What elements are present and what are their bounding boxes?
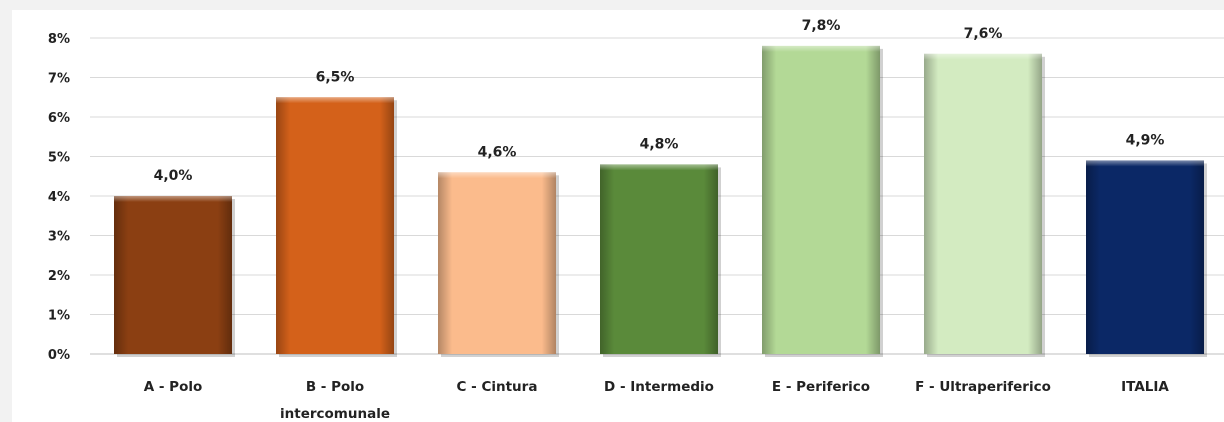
bar-top-highlight — [438, 172, 556, 179]
category-label: E - Periferico — [772, 379, 870, 395]
x-axis-categories: A - Polo B - Polo intercomunale C - Cintura… — [144, 379, 1170, 422]
category-label: D - Intermedio — [604, 379, 714, 395]
bar-top-highlight — [1086, 160, 1204, 167]
bar-bevel — [1086, 160, 1204, 354]
data-label: 4,6% — [478, 144, 517, 160]
category-label-line: E - Periferico — [772, 379, 870, 395]
bar-top-highlight — [114, 196, 232, 202]
bar-bevel — [114, 196, 232, 354]
category-label: F - Ultraperiferico — [915, 379, 1051, 395]
bar-chart: 0% 1% 2% 3% 4% 5% 6% 7% 8% 4,0% 6,5% 4,6% 4,8% 7,8% 7… — [48, 18, 1224, 422]
y-axis-ticks: 0% 1% 2% 3% 4% 5% 6% 7% 8% — [48, 32, 70, 363]
bar-bevel — [600, 164, 718, 354]
y-tick-label: 6% — [48, 111, 70, 126]
y-tick-label: 5% — [48, 151, 70, 166]
y-tick-label: 2% — [48, 269, 70, 284]
bar-top-highlight — [762, 45, 880, 52]
y-tick-label: 3% — [48, 230, 70, 245]
bar-top-highlight — [924, 53, 1042, 60]
category-label-line: ITALIA — [1121, 379, 1169, 395]
bar — [600, 164, 721, 357]
bar-bevel — [276, 97, 394, 354]
category-label: A - Polo — [144, 379, 203, 395]
data-labels: 4,0% 6,5% 4,6% 4,8% 7,8% 7,6% 4,9% — [154, 18, 1165, 184]
category-label-line: F - Ultraperiferico — [915, 379, 1051, 395]
bar-bevel — [762, 45, 880, 355]
bar — [276, 97, 397, 357]
category-label-line: C - Cintura — [457, 379, 538, 395]
bars — [114, 45, 1207, 358]
category-label-line: A - Polo — [144, 379, 203, 395]
y-tick-label: 7% — [48, 72, 70, 87]
data-label: 6,5% — [316, 69, 355, 85]
bar-bevel — [438, 172, 556, 354]
data-label: 4,9% — [1126, 132, 1165, 148]
y-tick-label: 8% — [48, 32, 70, 47]
y-tick-label: 1% — [48, 309, 70, 324]
y-tick-label: 0% — [48, 348, 70, 363]
data-label: 4,8% — [640, 136, 679, 152]
category-label: ITALIA — [1121, 379, 1169, 395]
category-label: C - Cintura — [457, 379, 538, 395]
bar-top-highlight — [276, 97, 394, 104]
data-label: 7,6% — [964, 26, 1003, 42]
bar — [924, 53, 1045, 358]
category-label: B - Polo intercomunale — [280, 379, 390, 422]
bar — [438, 172, 559, 357]
y-tick-label: 4% — [48, 190, 70, 205]
bar — [762, 45, 883, 358]
category-label-line: intercomunale — [280, 406, 390, 422]
category-label-line: D - Intermedio — [604, 379, 714, 395]
bar — [1086, 160, 1207, 357]
data-label: 7,8% — [802, 18, 841, 34]
chart-container: 0% 1% 2% 3% 4% 5% 6% 7% 8% 4,0% 6,5% 4,6% 4,8% 7,8% 7… — [12, 10, 1224, 422]
bar-top-highlight — [600, 164, 718, 171]
data-label: 4,0% — [154, 168, 193, 184]
category-label-line: B - Polo — [306, 379, 364, 395]
bar-bevel — [924, 53, 1042, 355]
bar — [114, 196, 235, 357]
